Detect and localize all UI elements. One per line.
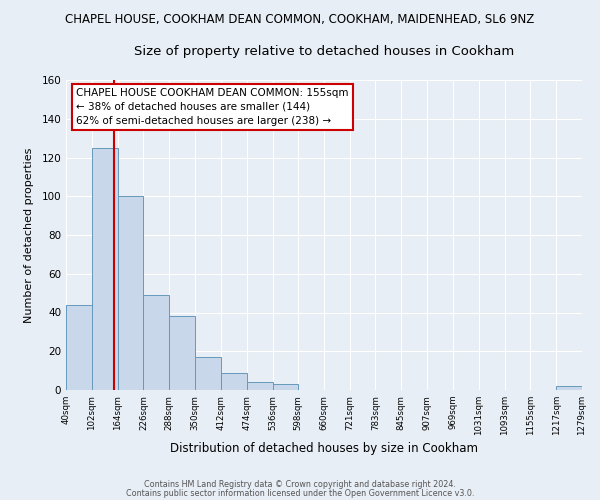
Title: Size of property relative to detached houses in Cookham: Size of property relative to detached ho… [134, 45, 514, 58]
Bar [169, 316, 195, 390]
Bar [66, 304, 92, 390]
Bar [143, 295, 169, 390]
Y-axis label: Number of detached properties: Number of detached properties [25, 148, 34, 322]
Bar [92, 148, 118, 390]
Bar [247, 382, 272, 390]
Bar [556, 386, 582, 390]
Text: CHAPEL HOUSE, COOKHAM DEAN COMMON, COOKHAM, MAIDENHEAD, SL6 9NZ: CHAPEL HOUSE, COOKHAM DEAN COMMON, COOKH… [65, 12, 535, 26]
Text: Contains public sector information licensed under the Open Government Licence v3: Contains public sector information licen… [126, 488, 474, 498]
Text: Contains HM Land Registry data © Crown copyright and database right 2024.: Contains HM Land Registry data © Crown c… [144, 480, 456, 489]
Bar [195, 357, 221, 390]
Bar [221, 372, 247, 390]
Bar [272, 384, 298, 390]
Text: CHAPEL HOUSE COOKHAM DEAN COMMON: 155sqm
← 38% of detached houses are smaller (1: CHAPEL HOUSE COOKHAM DEAN COMMON: 155sqm… [76, 88, 349, 126]
X-axis label: Distribution of detached houses by size in Cookham: Distribution of detached houses by size … [170, 442, 478, 455]
Bar [118, 196, 143, 390]
